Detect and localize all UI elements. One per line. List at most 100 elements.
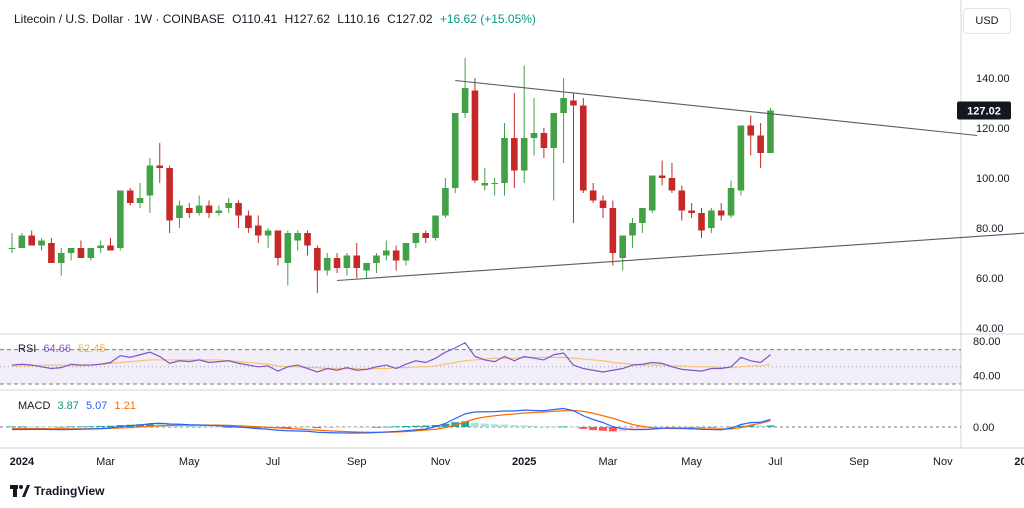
candle-body <box>205 205 213 213</box>
time-axis-tick: 2024 <box>10 456 35 468</box>
candle-body <box>28 235 35 246</box>
macd-histogram-bar <box>490 424 499 427</box>
time-axis-tick: 2025 <box>512 456 536 468</box>
macd-histogram-bar <box>589 427 598 431</box>
macd-line <box>12 407 771 434</box>
candle-body <box>629 223 636 236</box>
macd-histogram-bar <box>520 425 529 427</box>
time-axis-tick: May <box>681 456 702 468</box>
time-axis-tick: May <box>179 456 200 468</box>
candle-body <box>97 245 104 248</box>
candle-body <box>245 215 252 228</box>
macd-histogram-bar <box>658 427 667 429</box>
macd-histogram-bar <box>402 426 410 427</box>
candle-body <box>570 100 577 106</box>
rsi-title: RSI <box>18 343 37 355</box>
candle-body <box>589 190 597 201</box>
macd-histogram-bar <box>283 427 292 429</box>
candle-body <box>619 235 626 258</box>
candle-body <box>363 263 370 271</box>
time-axis-tick: 2026 <box>1014 456 1024 468</box>
candle-body <box>353 255 361 268</box>
currency-button[interactable]: USD <box>963 8 1011 34</box>
close-label: C <box>387 12 396 26</box>
macd-histogram-bar <box>47 426 56 428</box>
rsi-axis-tick: 40.00 <box>973 370 1001 382</box>
trendline-lower-support <box>337 232 1024 282</box>
candle-body <box>323 258 331 271</box>
rsi-value: 64.66 <box>43 343 71 355</box>
time-axis-tick: Sep <box>347 456 367 468</box>
macd-histogram-bar <box>342 427 351 428</box>
candle-body <box>107 245 114 251</box>
macd-histogram-bar <box>411 425 420 427</box>
macd-histogram-bar <box>96 426 105 427</box>
candle-body <box>156 165 164 168</box>
macd-histogram-bar <box>697 427 706 428</box>
candle-body <box>392 250 400 261</box>
ohlc-header: Litecoin / U.S. Dollar · 1W · COINBASE O… <box>14 12 540 26</box>
macd-histogram-bar <box>766 425 775 427</box>
macd-histogram-bar <box>303 427 312 428</box>
macd-histogram-bar <box>756 425 765 427</box>
macd-histogram-bar <box>293 427 302 429</box>
candle-body <box>314 248 321 271</box>
candle-body <box>264 230 272 236</box>
candle-body <box>520 138 528 171</box>
macd-histogram-bar <box>727 426 736 428</box>
macd-histogram-bar <box>717 427 726 428</box>
candle-body <box>511 138 518 171</box>
macd-histogram-bar <box>392 426 401 428</box>
symbol-title[interactable]: Litecoin / U.S. Dollar · 1W · COINBASE <box>14 12 225 26</box>
candle-body <box>580 105 587 191</box>
candle-body <box>333 258 341 268</box>
brand-name: TradingView <box>34 484 105 498</box>
time-axis-tick: Jul <box>266 456 280 468</box>
candle-body <box>176 205 183 218</box>
candle-body <box>373 255 380 263</box>
candle-body <box>737 125 745 191</box>
candle-body <box>727 188 735 216</box>
macd-histogram-bar <box>362 427 371 428</box>
high-value: 127.62 <box>293 12 330 26</box>
macd-histogram-bar <box>441 423 450 427</box>
macd-histogram-bar <box>539 426 548 428</box>
rsi-ma-value: 52.45 <box>78 343 106 355</box>
time-axis-tick: Nov <box>431 456 451 468</box>
macd-histogram-bar <box>205 426 213 428</box>
macd-histogram-bar <box>67 426 76 428</box>
macd-histogram-bar <box>224 427 233 428</box>
candle-body <box>698 213 705 231</box>
candle-body <box>117 190 124 248</box>
macd-histogram-bar <box>8 426 16 428</box>
time-axis-tick: Mar <box>96 456 115 468</box>
candle-body <box>8 248 16 249</box>
candle-body <box>550 113 558 148</box>
macd-axis-tick: 0.00 <box>973 422 994 434</box>
macd-histogram-bar <box>254 427 263 428</box>
macd-histogram-bar <box>185 425 194 427</box>
macd-histogram-bar <box>27 426 36 428</box>
candle-body <box>668 178 676 191</box>
macd-histogram-bar <box>608 427 617 432</box>
candle-body <box>658 175 666 178</box>
macd-histogram-bar <box>313 427 322 429</box>
candle-body <box>481 183 489 186</box>
macd-histogram-bar <box>599 427 607 431</box>
macd-histogram-bar <box>470 422 479 427</box>
macd-histogram-bar <box>687 427 696 428</box>
price-axis-tick: 60.00 <box>976 273 1004 285</box>
macd-histogram-bar <box>214 426 223 428</box>
price-axis-tick: 140.00 <box>976 73 1010 85</box>
candle-body <box>747 125 755 136</box>
tradingview-logo[interactable]: TradingView <box>10 484 104 498</box>
time-axis-tick: Nov <box>933 456 953 468</box>
low-label: L <box>337 12 344 26</box>
close-value: 127.02 <box>395 12 433 26</box>
candle-body <box>225 203 232 208</box>
candle-body <box>383 250 390 256</box>
rsi-line <box>11 341 771 373</box>
low-value: 110.16 <box>343 12 380 26</box>
